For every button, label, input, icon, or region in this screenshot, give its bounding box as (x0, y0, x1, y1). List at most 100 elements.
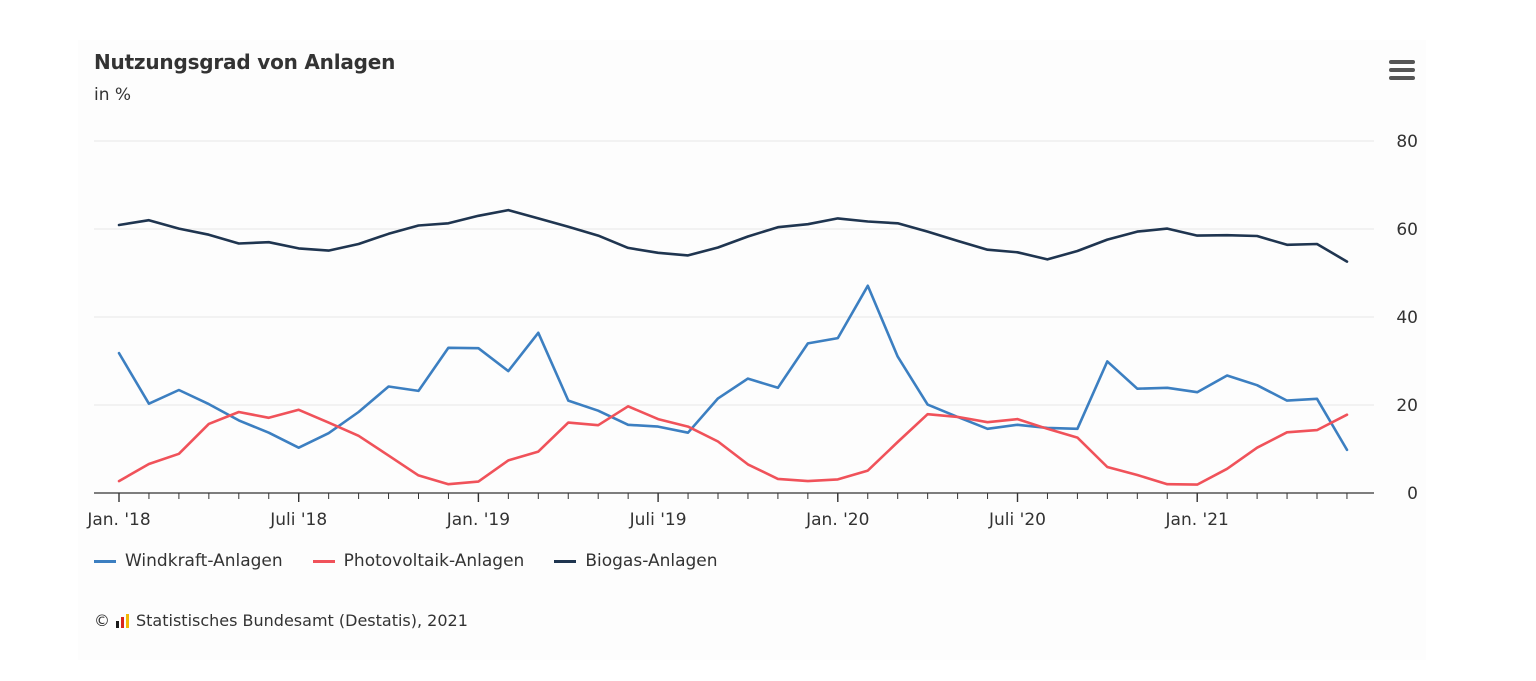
data-point[interactable] (776, 386, 780, 390)
data-point[interactable] (896, 355, 900, 359)
data-point[interactable] (177, 452, 181, 456)
data-point[interactable] (117, 351, 121, 355)
data-point[interactable] (836, 477, 840, 481)
data-point[interactable] (686, 253, 690, 257)
data-point[interactable] (716, 245, 720, 249)
series-line-photovoltaik-anlagen[interactable] (117, 404, 1349, 486)
data-point[interactable] (327, 249, 331, 253)
data-point[interactable] (267, 416, 271, 420)
data-point[interactable] (506, 458, 510, 462)
legend-item[interactable]: Biogas-Anlagen (554, 551, 718, 571)
data-point[interactable] (177, 388, 181, 392)
data-point[interactable] (1135, 387, 1139, 391)
data-point[interactable] (926, 230, 930, 234)
data-point[interactable] (1315, 397, 1319, 401)
data-point[interactable] (1315, 242, 1319, 246)
data-point[interactable] (896, 221, 900, 225)
data-point[interactable] (267, 240, 271, 244)
data-point[interactable] (566, 421, 570, 425)
data-point[interactable] (1195, 390, 1199, 394)
data-point[interactable] (626, 246, 630, 250)
data-point[interactable] (1075, 249, 1079, 253)
data-point[interactable] (237, 418, 241, 422)
data-point[interactable] (866, 284, 870, 288)
data-point[interactable] (446, 221, 450, 225)
data-point[interactable] (237, 242, 241, 246)
data-point[interactable] (716, 440, 720, 444)
data-point[interactable] (656, 251, 660, 255)
data-point[interactable] (1285, 430, 1289, 434)
data-point[interactable] (237, 410, 241, 414)
data-point[interactable] (1165, 386, 1169, 390)
data-point[interactable] (147, 462, 151, 466)
series-line-biogas-anlagen[interactable] (117, 208, 1349, 263)
data-point[interactable] (357, 434, 361, 438)
data-point[interactable] (147, 402, 151, 406)
data-point[interactable] (866, 220, 870, 224)
data-point[interactable] (476, 480, 480, 484)
data-point[interactable] (1255, 383, 1259, 387)
data-point[interactable] (596, 234, 600, 238)
data-point[interactable] (776, 225, 780, 229)
data-point[interactable] (1195, 483, 1199, 487)
data-point[interactable] (117, 479, 121, 483)
data-point[interactable] (1105, 238, 1109, 242)
data-point[interactable] (746, 462, 750, 466)
data-point[interactable] (776, 477, 780, 481)
data-point[interactable] (207, 233, 211, 237)
data-point[interactable] (506, 369, 510, 373)
data-point[interactable] (896, 440, 900, 444)
series-line-windkraft-anlagen[interactable] (117, 284, 1349, 452)
data-point[interactable] (836, 216, 840, 220)
data-point[interactable] (686, 431, 690, 435)
data-point[interactable] (536, 450, 540, 454)
data-point[interactable] (986, 420, 990, 424)
data-point[interactable] (1135, 473, 1139, 477)
data-point[interactable] (1345, 448, 1349, 452)
data-point[interactable] (387, 232, 391, 236)
data-point[interactable] (417, 389, 421, 393)
data-point[interactable] (1105, 359, 1109, 363)
data-point[interactable] (986, 248, 990, 252)
data-point[interactable] (506, 208, 510, 212)
data-point[interactable] (1016, 250, 1020, 254)
data-point[interactable] (1016, 417, 1020, 421)
data-point[interactable] (806, 341, 810, 345)
data-point[interactable] (387, 385, 391, 389)
data-point[interactable] (956, 415, 960, 419)
data-point[interactable] (626, 404, 630, 408)
data-point[interactable] (716, 396, 720, 400)
data-point[interactable] (986, 427, 990, 431)
data-point[interactable] (117, 223, 121, 227)
data-point[interactable] (956, 239, 960, 243)
legend-item[interactable]: Photovoltaik-Anlagen (312, 551, 524, 571)
data-point[interactable] (806, 222, 810, 226)
data-point[interactable] (1045, 427, 1049, 431)
data-point[interactable] (177, 227, 181, 231)
credits[interactable]: © Statistisches Bundesamt (Destatis), 20… (94, 611, 468, 630)
data-point[interactable] (596, 409, 600, 413)
data-point[interactable] (207, 402, 211, 406)
data-point[interactable] (626, 423, 630, 427)
data-point[interactable] (536, 331, 540, 335)
data-point[interactable] (866, 469, 870, 473)
data-point[interactable] (686, 425, 690, 429)
data-point[interactable] (1135, 230, 1139, 234)
data-point[interactable] (1345, 413, 1349, 417)
data-point[interactable] (1225, 374, 1229, 378)
legend-item[interactable]: Windkraft-Anlagen (94, 551, 283, 571)
data-point[interactable] (446, 346, 450, 350)
data-point[interactable] (207, 422, 211, 426)
data-point[interactable] (926, 403, 930, 407)
data-point[interactable] (746, 377, 750, 381)
data-point[interactable] (297, 246, 301, 250)
data-point[interactable] (1045, 257, 1049, 261)
hamburger-menu-icon[interactable] (1386, 58, 1416, 84)
data-point[interactable] (476, 214, 480, 218)
data-point[interactable] (1195, 234, 1199, 238)
data-point[interactable] (476, 346, 480, 350)
data-point[interactable] (1165, 227, 1169, 231)
data-point[interactable] (1016, 423, 1020, 427)
data-point[interactable] (297, 408, 301, 412)
data-point[interactable] (1075, 427, 1079, 431)
